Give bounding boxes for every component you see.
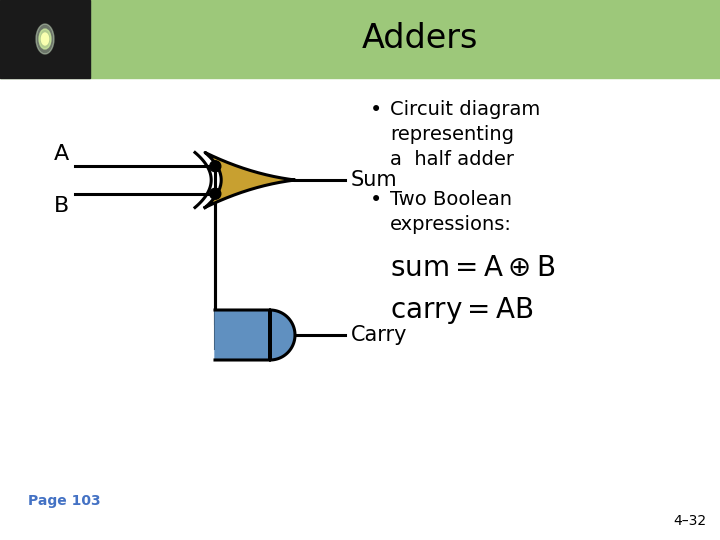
Polygon shape bbox=[205, 152, 295, 207]
Bar bbox=[0, 0, 90, 78]
Ellipse shape bbox=[39, 29, 51, 49]
Circle shape bbox=[210, 161, 221, 172]
Text: Sum: Sum bbox=[351, 170, 397, 190]
Circle shape bbox=[210, 188, 221, 199]
Bar bbox=[0, 0, 720, 78]
Text: •: • bbox=[370, 100, 382, 120]
Text: Circuit diagram: Circuit diagram bbox=[390, 100, 540, 119]
Text: Two Boolean: Two Boolean bbox=[390, 190, 512, 209]
Text: representing: representing bbox=[390, 125, 514, 144]
Ellipse shape bbox=[36, 24, 54, 54]
Polygon shape bbox=[215, 310, 295, 360]
Text: Adders: Adders bbox=[362, 23, 478, 56]
Text: $\rm{sum} = A \oplus B$: $\rm{sum} = A \oplus B$ bbox=[390, 255, 555, 282]
Text: B: B bbox=[54, 195, 69, 216]
Text: a  half adder: a half adder bbox=[390, 150, 514, 169]
Text: •: • bbox=[370, 190, 382, 210]
Text: 4–32: 4–32 bbox=[673, 514, 706, 528]
Text: expressions:: expressions: bbox=[390, 215, 512, 234]
Text: Carry: Carry bbox=[351, 325, 408, 345]
Ellipse shape bbox=[42, 33, 49, 45]
Text: A: A bbox=[54, 144, 69, 164]
Text: $\rm{carry} = AB$: $\rm{carry} = AB$ bbox=[390, 295, 534, 326]
Text: Page 103: Page 103 bbox=[28, 494, 101, 508]
